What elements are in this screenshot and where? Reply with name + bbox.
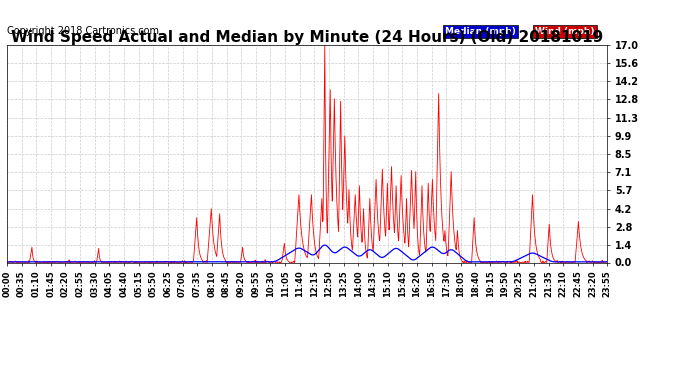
Text: Copyright 2018 Cartronics.com: Copyright 2018 Cartronics.com (7, 26, 159, 36)
Text: Wind (mph): Wind (mph) (535, 27, 595, 36)
Text: Median (mph): Median (mph) (445, 27, 516, 36)
Title: Wind Speed Actual and Median by Minute (24 Hours) (Old) 20181019: Wind Speed Actual and Median by Minute (… (11, 30, 603, 45)
